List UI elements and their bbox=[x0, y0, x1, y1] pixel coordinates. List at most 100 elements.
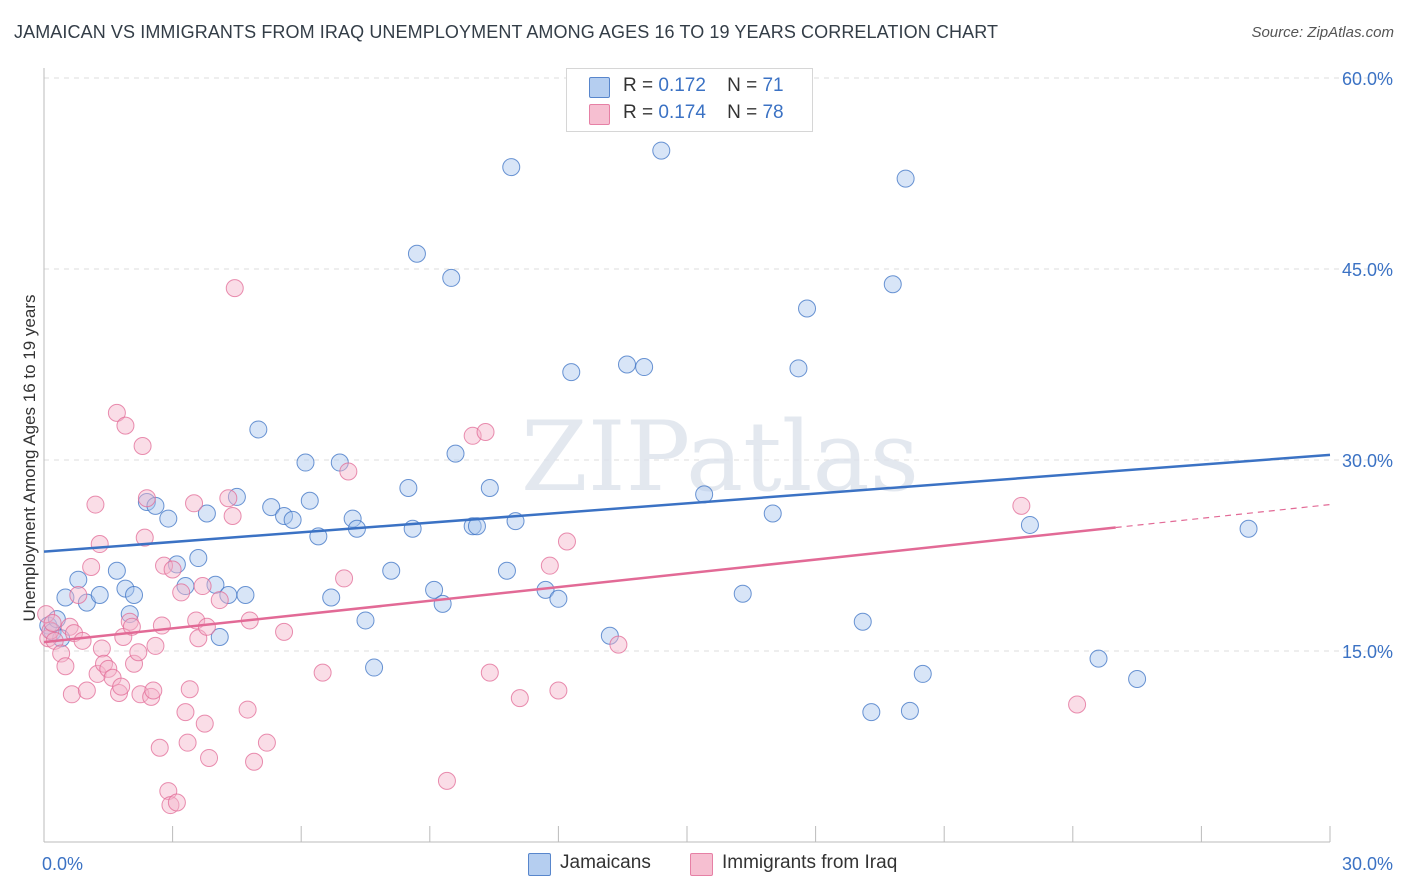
data-point bbox=[82, 557, 101, 576]
data-point bbox=[425, 580, 444, 599]
data-point bbox=[437, 771, 456, 790]
legend-label-iraq: Immigrants from Iraq bbox=[722, 852, 898, 873]
watermark: ZIPatlas bbox=[521, 401, 919, 513]
data-point bbox=[339, 462, 358, 481]
chart-title: JAMAICAN VS IMMIGRANTS FROM IRAQ UNEMPLO… bbox=[14, 22, 999, 42]
n-label: N = bbox=[727, 75, 758, 96]
data-point bbox=[223, 507, 242, 526]
legend-swatch-jamaicans bbox=[589, 77, 610, 98]
data-point bbox=[262, 498, 281, 517]
data-point bbox=[1068, 695, 1087, 714]
data-point bbox=[283, 510, 302, 529]
data-point bbox=[245, 752, 264, 771]
data-point bbox=[1128, 670, 1147, 689]
data-point bbox=[88, 664, 107, 683]
data-point bbox=[146, 636, 165, 655]
data-point bbox=[172, 583, 191, 602]
data-point bbox=[549, 681, 568, 700]
r-value: 0.172 bbox=[658, 75, 706, 96]
x-tick-label: 30.0% bbox=[1342, 854, 1393, 874]
y-tick-label: 30.0% bbox=[1342, 451, 1393, 471]
data-point bbox=[37, 605, 56, 624]
data-point bbox=[562, 363, 581, 382]
data-point bbox=[896, 169, 915, 188]
data-point bbox=[480, 479, 499, 498]
data-point bbox=[763, 504, 782, 523]
stats-text: R = 0.172 N = 71 bbox=[623, 75, 784, 97]
data-point bbox=[56, 657, 75, 676]
r-value: 0.174 bbox=[658, 102, 706, 123]
data-point bbox=[913, 664, 932, 683]
trend-lines bbox=[43, 453, 1331, 644]
data-point bbox=[257, 733, 276, 752]
data-point bbox=[382, 561, 401, 580]
trend-line bbox=[43, 526, 1116, 644]
grid-lines bbox=[44, 77, 1394, 652]
series-iraq bbox=[37, 279, 1087, 815]
data-point bbox=[144, 681, 163, 700]
data-point bbox=[92, 639, 111, 658]
data-point bbox=[163, 560, 182, 579]
data-point bbox=[497, 561, 516, 580]
data-point bbox=[236, 585, 255, 604]
data-point bbox=[77, 681, 96, 700]
data-point bbox=[197, 617, 216, 636]
data-point bbox=[238, 700, 257, 719]
data-point bbox=[540, 556, 559, 575]
data-point bbox=[152, 616, 171, 635]
data-point bbox=[343, 509, 362, 528]
data-point bbox=[189, 549, 208, 568]
data-point bbox=[225, 279, 244, 298]
data-point bbox=[249, 420, 268, 439]
data-point bbox=[609, 635, 628, 654]
data-point bbox=[197, 504, 216, 523]
data-point bbox=[155, 556, 174, 575]
n-value: 71 bbox=[762, 75, 784, 96]
data-point bbox=[502, 158, 521, 177]
data-point bbox=[510, 689, 529, 708]
legend-swatch-jamaicans bbox=[528, 853, 551, 876]
data-point bbox=[798, 299, 817, 318]
data-point bbox=[90, 535, 109, 554]
data-point bbox=[210, 591, 229, 610]
data-point bbox=[789, 359, 808, 378]
legend-swatch-iraq bbox=[690, 853, 713, 876]
x-tick-label: 0.0% bbox=[42, 854, 83, 874]
data-point bbox=[159, 509, 178, 528]
data-point bbox=[1012, 496, 1031, 515]
trend-line bbox=[1115, 503, 1331, 529]
data-point bbox=[150, 738, 169, 757]
data-point bbox=[883, 275, 902, 294]
source-label: Source: ZipAtlas.com bbox=[1251, 24, 1394, 41]
y-tick-label: 60.0% bbox=[1342, 69, 1393, 89]
data-point bbox=[176, 703, 195, 722]
data-point bbox=[107, 403, 126, 422]
data-point bbox=[862, 703, 881, 722]
data-point bbox=[200, 748, 219, 767]
data-point bbox=[125, 585, 144, 604]
data-point bbox=[107, 561, 126, 580]
data-point bbox=[62, 685, 81, 704]
stats-text: R = 0.174 N = 78 bbox=[623, 102, 784, 124]
y-axis-title: Unemployment Among Ages 16 to 19 years bbox=[20, 294, 39, 622]
data-point bbox=[296, 453, 315, 472]
data-point bbox=[69, 570, 88, 589]
data-point bbox=[1020, 515, 1039, 534]
y-tick-labels: 15.0% 30.0% 45.0% 60.0% bbox=[1342, 69, 1393, 662]
data-point bbox=[557, 532, 576, 551]
data-point bbox=[365, 658, 384, 677]
data-point bbox=[90, 585, 109, 604]
data-point bbox=[167, 793, 186, 812]
data-point bbox=[116, 416, 135, 435]
axes bbox=[43, 68, 1331, 843]
data-point bbox=[99, 659, 118, 678]
data-point bbox=[549, 589, 568, 608]
y-tick-label: 15.0% bbox=[1342, 642, 1393, 662]
y-tick-label: 45.0% bbox=[1342, 260, 1393, 280]
data-point bbox=[733, 584, 752, 603]
data-point bbox=[180, 680, 199, 699]
data-point bbox=[407, 244, 426, 263]
data-point bbox=[399, 479, 418, 498]
data-point bbox=[356, 611, 375, 630]
